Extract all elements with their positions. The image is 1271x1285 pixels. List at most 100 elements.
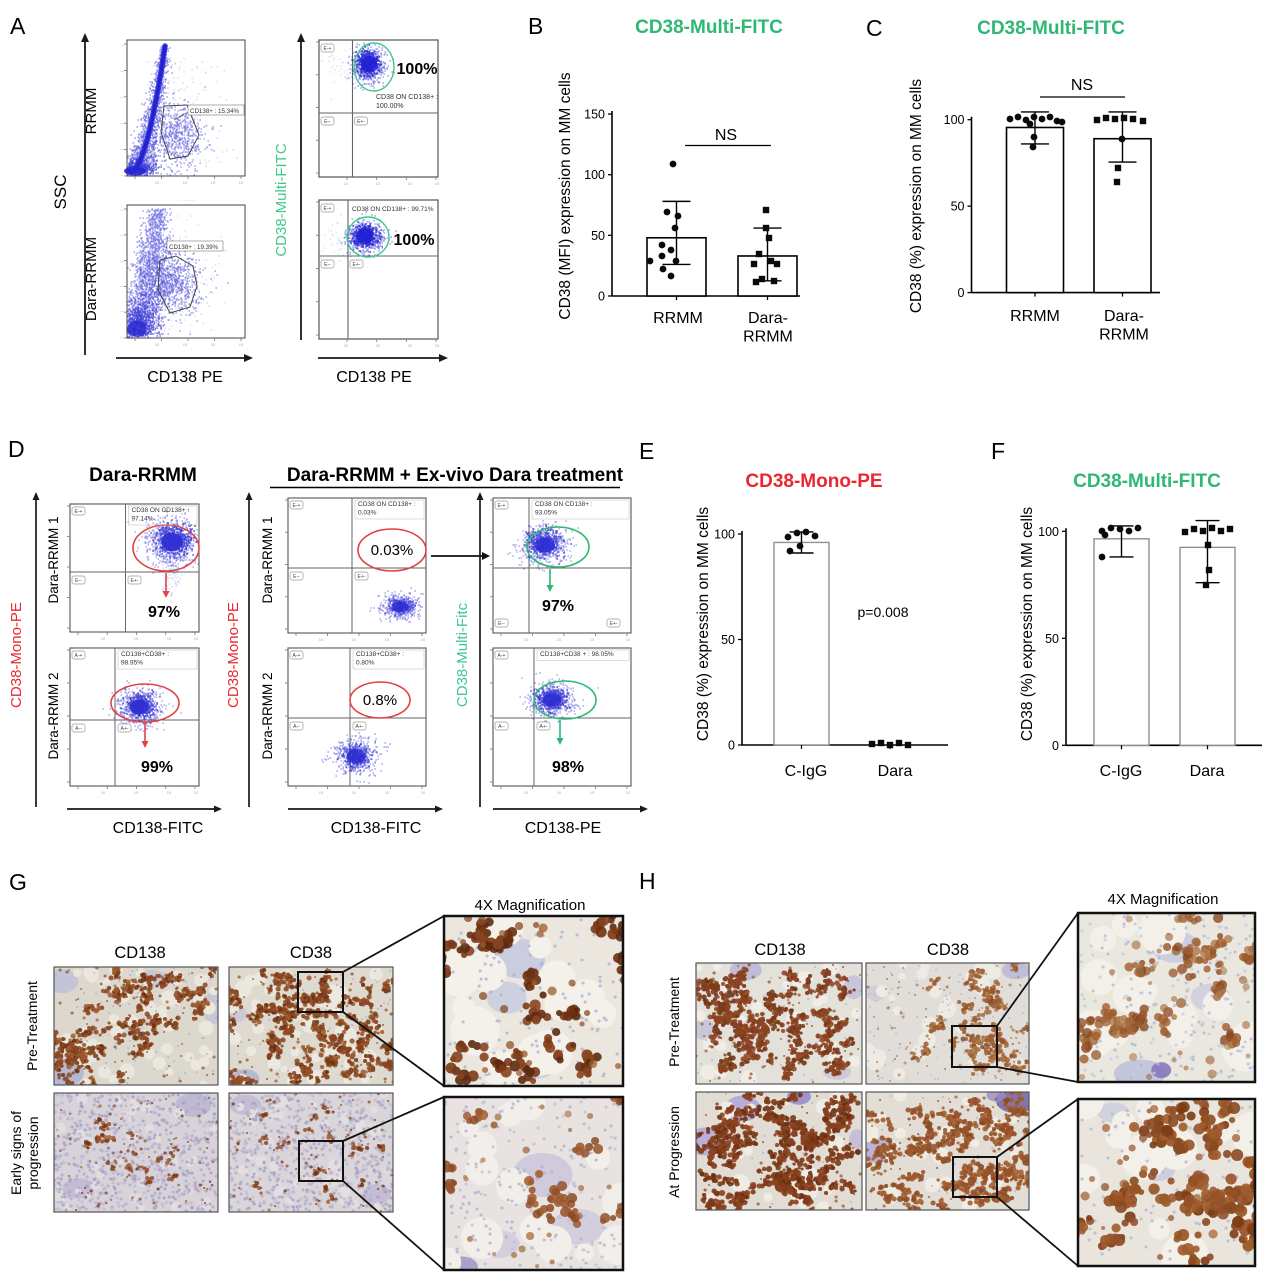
svg-text:E-+: E-+ <box>324 206 332 212</box>
svg-text:Dara-: Dara- <box>1104 308 1144 325</box>
svg-text:RRMM: RRMM <box>1099 327 1149 344</box>
svg-text:97%: 97% <box>542 598 574 615</box>
svg-text:CD38 ON CD138+ : 99.71%: CD38 ON CD138+ : 99.71% <box>352 206 434 213</box>
svg-text:CD138+ : 15.34%: CD138+ : 15.34% <box>190 108 240 115</box>
svg-text:—: — <box>120 69 124 73</box>
svg-text:10: 10 <box>626 790 631 795</box>
svg-text:E--: E-- <box>324 262 331 268</box>
svg-text:10: 10 <box>376 343 381 348</box>
svg-text:D: D <box>8 436 25 462</box>
svg-text:E+-: E+- <box>131 578 139 584</box>
svg-text:Pre-Treatment: Pre-Treatment <box>666 977 682 1067</box>
svg-text:4X Magnification: 4X Magnification <box>475 897 586 914</box>
svg-text:0: 0 <box>598 290 605 304</box>
svg-text:10: 10 <box>134 790 139 795</box>
svg-text:E--: E-- <box>293 574 300 580</box>
svg-text:RRMM: RRMM <box>1010 308 1060 325</box>
svg-text:C-IgG: C-IgG <box>1100 763 1143 780</box>
svg-text:4X Magnification: 4X Magnification <box>1108 891 1219 908</box>
svg-text:10: 10 <box>352 637 357 642</box>
svg-text:At Progression: At Progression <box>666 1106 682 1198</box>
svg-text:93.05%: 93.05% <box>535 510 557 517</box>
svg-text:98.95%: 98.95% <box>121 660 143 667</box>
svg-text:A+-: A+- <box>540 724 548 730</box>
svg-text:—: — <box>120 43 124 47</box>
svg-text:—: — <box>120 233 124 237</box>
svg-text:—: — <box>120 284 124 288</box>
svg-text:CD138: CD138 <box>114 944 165 962</box>
svg-text:CD38-Mono-PE: CD38-Mono-PE <box>745 471 882 492</box>
svg-text:0: 0 <box>1052 739 1059 753</box>
svg-text:0.03%: 0.03% <box>358 510 377 517</box>
svg-text:50: 50 <box>591 229 605 243</box>
svg-text:10: 10 <box>408 181 413 186</box>
svg-text:150: 150 <box>584 108 605 122</box>
svg-text:E-+: E-+ <box>293 503 301 509</box>
svg-text:CD138+CD38 + : 98.05%: CD138+CD38 + : 98.05% <box>540 651 614 658</box>
svg-text:100: 100 <box>584 168 605 182</box>
svg-text:10: 10 <box>194 790 199 795</box>
svg-text:10: 10 <box>155 180 160 185</box>
svg-text:CD138+CD38+ :: CD138+CD38+ : <box>121 651 169 658</box>
svg-text:· ·· · ···· ··· ·: · ·· · ···· ··· · <box>175 198 197 203</box>
svg-text:10: 10 <box>344 181 349 186</box>
svg-text:CD138+CD38+ :: CD138+CD38+ : <box>356 651 404 658</box>
svg-text:CD38: CD38 <box>290 944 332 962</box>
svg-text:10: 10 <box>590 637 595 642</box>
svg-text:10: 10 <box>557 790 562 795</box>
svg-text:G: G <box>9 869 27 895</box>
svg-text:A+-: A+- <box>356 724 364 730</box>
svg-text:E-+: E-+ <box>324 46 332 52</box>
svg-text:CD38-Multi-FITC: CD38-Multi-FITC <box>1073 471 1221 492</box>
svg-text:Dara-RRMM: Dara-RRMM <box>89 465 197 486</box>
svg-text:10: 10 <box>155 342 160 347</box>
svg-text:—: — <box>120 121 124 125</box>
svg-text:CD38 ON CD138+ :: CD38 ON CD138+ : <box>535 501 593 508</box>
svg-text:CD38 ON CD138+ :: CD38 ON CD138+ : <box>376 94 438 101</box>
svg-text:E+-: E+- <box>353 262 361 268</box>
svg-text:A+-: A+- <box>121 726 129 732</box>
svg-text:CD38 ON CD138+ :: CD38 ON CD138+ : <box>132 507 190 514</box>
svg-text:10: 10 <box>590 790 595 795</box>
svg-text:RRMM: RRMM <box>743 329 793 346</box>
svg-text:10: 10 <box>524 637 529 642</box>
svg-text:—: — <box>120 147 124 151</box>
svg-text:100.00%: 100.00% <box>376 103 404 110</box>
svg-text:50: 50 <box>951 200 965 214</box>
svg-text:Dara-: Dara- <box>748 310 788 327</box>
svg-text:10: 10 <box>101 790 106 795</box>
svg-text:10: 10 <box>626 637 631 642</box>
svg-text:10: 10 <box>524 790 529 795</box>
svg-text:SSC: SSC <box>51 175 70 210</box>
svg-text:99%: 99% <box>141 759 173 776</box>
svg-text:CD38 (MFI) expression on MM: CD38 (MFI) expression on MM cells <box>557 72 574 319</box>
svg-text:Pre-Treatment: Pre-Treatment <box>24 981 40 1071</box>
svg-text:E--: E-- <box>498 621 505 627</box>
svg-text:A--: A-- <box>293 724 300 730</box>
svg-text:H: H <box>639 868 656 894</box>
svg-text:E--: E-- <box>75 578 82 584</box>
svg-text:10: 10 <box>435 343 440 348</box>
svg-text:—: — <box>120 310 124 314</box>
svg-text:CD38 (%) expression on MM ce: CD38 (%) expression on MM cells <box>695 507 712 742</box>
svg-text:10: 10 <box>557 637 562 642</box>
svg-text:100%: 100% <box>397 61 438 78</box>
svg-text:Dara-RRMM 2: Dara-RRMM 2 <box>46 672 61 759</box>
svg-text:A-+: A-+ <box>293 653 301 659</box>
svg-text:50: 50 <box>721 633 735 647</box>
svg-text:Dara-RRMM 1: Dara-RRMM 1 <box>260 516 275 603</box>
svg-text:Dara-RRMM 2: Dara-RRMM 2 <box>260 672 275 759</box>
svg-text:Dara: Dara <box>878 763 913 780</box>
svg-text:E+-: E+- <box>358 574 366 580</box>
svg-text:10: 10 <box>385 637 390 642</box>
svg-text:—: — <box>120 95 124 99</box>
svg-text:10: 10 <box>167 790 172 795</box>
svg-text:RRMM: RRMM <box>83 88 100 135</box>
svg-text:CD38-Mono-PE: CD38-Mono-PE <box>8 602 25 708</box>
svg-text:CD138+ : 19.39%: CD138+ : 19.39% <box>169 244 219 251</box>
svg-text:10: 10 <box>319 790 324 795</box>
svg-text:E+-: E+- <box>610 621 618 627</box>
svg-text:CD38-Multi-Fitc: CD38-Multi-Fitc <box>454 602 471 707</box>
svg-text:A--: A-- <box>75 726 82 732</box>
svg-text:100: 100 <box>1038 525 1059 539</box>
